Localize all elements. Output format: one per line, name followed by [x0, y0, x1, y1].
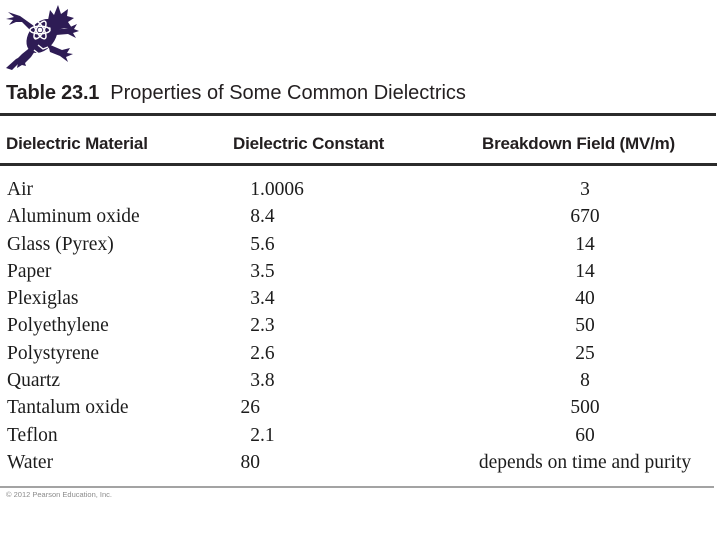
constant-cell: 1.0006 [225, 176, 304, 203]
material-cell: Polyethylene [7, 315, 109, 337]
breakdown-cell: 8 [580, 370, 590, 392]
atom-icon [29, 20, 51, 40]
constant-frac: .5 [260, 260, 275, 282]
constant-int: 2 [250, 342, 260, 364]
breakdown-cell: 40 [575, 288, 595, 310]
constant-int: 3 [250, 288, 260, 310]
constant-int: 1 [250, 179, 260, 200]
constant-cell: 3.5 [225, 258, 275, 285]
breakdown-cell: depends on time and purity [478, 451, 692, 473]
table-row: Air 1.0006 3 [0, 176, 720, 203]
table-header-row: Dielectric Material Dielectric Constant … [0, 134, 720, 156]
constant-int: 3 [250, 370, 260, 392]
constant-frac: .6 [260, 342, 275, 364]
table-row: Plexiglas 3.4 40 [0, 285, 720, 312]
breakdown-cell: 500 [570, 397, 600, 419]
breakdown-cell: 50 [575, 315, 595, 337]
material-cell: Paper [7, 260, 52, 282]
table-title: Table 23.1 Properties of Some Common Diel… [6, 82, 466, 104]
breakdown-cell: 3 [580, 179, 590, 200]
material-cell: Teflon [7, 424, 58, 446]
constant-int: 26 [240, 397, 261, 419]
table-row: Quartz 3.8 8 [0, 367, 720, 394]
constant-cell: 3.4 [225, 285, 275, 312]
material-cell: Polystyrene [7, 342, 100, 364]
lizard-logo-icon [6, 5, 79, 70]
breakdown-cell: 670 [570, 206, 600, 228]
constant-cell: 2.1 [225, 422, 275, 449]
constant-frac: .0006 [260, 179, 304, 200]
material-cell: Tantalum oxide [7, 397, 129, 419]
constant-cell: 2.6 [225, 340, 275, 367]
constant-int: 3 [250, 260, 260, 282]
constant-int: 80 [240, 451, 261, 473]
footer-divider [0, 486, 714, 488]
constant-cell: 3.8 [225, 367, 275, 394]
constant-cell: 8.4 [225, 203, 275, 230]
material-cell: Plexiglas [7, 288, 79, 310]
table-caption: Properties of Some Common Dielectrics [110, 82, 466, 104]
constant-int: 2 [250, 424, 260, 446]
material-cell: Glass (Pyrex) [7, 233, 114, 255]
header-dielectric-material: Dielectric Material [6, 134, 148, 153]
table-row: Polyethylene 2.3 50 [0, 312, 720, 339]
table-row: Aluminum oxide 8.4 670 [0, 203, 720, 230]
breakdown-cell: 25 [575, 342, 595, 364]
header-divider [0, 163, 717, 166]
table-row: Polystyrene 2.6 25 [0, 340, 720, 367]
table-row: Glass (Pyrex) 5.6 14 [0, 231, 720, 258]
table-body: Air 1.0006 3 Aluminum oxide 8.4 670 Glass (Pyr… [0, 176, 720, 476]
table-row: Paper 3.5 14 [0, 258, 720, 285]
constant-int: 8 [250, 206, 260, 228]
table-number: Table 23.1 [6, 82, 100, 104]
constant-frac: .8 [260, 370, 275, 392]
breakdown-cell: 60 [575, 424, 595, 446]
constant-cell: 5.6 [225, 231, 275, 258]
table-row: Water 80 depends on time and purity [0, 449, 720, 476]
constant-frac: .3 [260, 315, 275, 337]
constant-frac: .4 [260, 288, 275, 310]
material-cell: Quartz [7, 370, 61, 392]
breakdown-cell: 14 [575, 260, 595, 282]
material-cell: Aluminum oxide [7, 206, 140, 228]
table-row: Teflon 2.1 60 [0, 422, 720, 449]
constant-frac: .6 [260, 233, 275, 255]
constant-int: 5 [250, 233, 260, 255]
title-divider [0, 113, 716, 116]
material-cell: Water [7, 451, 54, 473]
header-breakdown-field: Breakdown Field (MV/m) [482, 134, 676, 153]
material-cell: Air [7, 179, 33, 200]
breakdown-cell: 14 [575, 233, 595, 255]
constant-cell: 2.3 [225, 312, 275, 339]
table-row: Tantalum oxide 26 500 [0, 394, 720, 421]
header-dielectric-constant: Dielectric Constant [233, 134, 385, 153]
constant-cell: 26 [225, 394, 261, 421]
constant-cell: 80 [225, 449, 261, 476]
constant-frac: .4 [260, 206, 275, 228]
copyright-text: © 2012 Pearson Education, Inc. [6, 490, 113, 499]
constant-frac: .1 [260, 424, 275, 446]
constant-int: 2 [250, 315, 260, 337]
